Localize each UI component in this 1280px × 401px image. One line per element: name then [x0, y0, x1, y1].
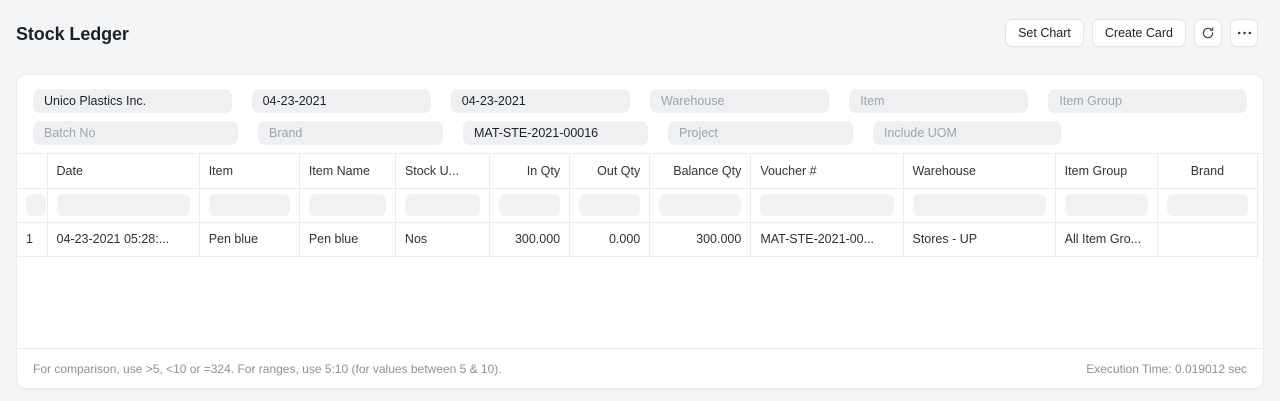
- page-title: Stock Ledger: [16, 23, 129, 44]
- column-filter-stock-uom[interactable]: [404, 194, 481, 216]
- column-filter-out-qty[interactable]: [579, 194, 641, 216]
- set-chart-button[interactable]: Set Chart: [1005, 19, 1084, 47]
- col-header-date[interactable]: Date: [47, 154, 200, 189]
- cell-date[interactable]: 04-23-2021 05:28:...: [47, 222, 200, 257]
- filter-cell-stock-uom: [395, 188, 491, 223]
- filter-cell-voucher-no: [750, 188, 904, 223]
- col-header-voucher-no[interactable]: Voucher #: [750, 154, 904, 189]
- column-filter-brand[interactable]: [1166, 194, 1248, 216]
- results-table: Date Item Item Name Stock U... In Qty Ou…: [17, 154, 1259, 257]
- card-footer: For comparison, use >5, <10 or =324. For…: [17, 348, 1263, 388]
- filter-company: Unico Plastics Inc.: [33, 89, 252, 113]
- col-header-stock-uom[interactable]: Stock U...: [395, 154, 491, 189]
- filter-cell-out-qty: [569, 188, 651, 223]
- batch-no-filter[interactable]: Batch No: [33, 121, 238, 145]
- brand-filter[interactable]: Brand: [258, 121, 443, 145]
- create-card-button[interactable]: Create Card: [1091, 19, 1186, 47]
- cell-in-qty[interactable]: 300.000: [489, 222, 571, 257]
- col-header-item[interactable]: Item: [199, 154, 300, 189]
- filter-cell-item-name: [299, 188, 396, 223]
- filter-to-date: 04-23-2021: [450, 89, 650, 113]
- filter-cell-in-qty: [489, 188, 571, 223]
- include-uom-filter[interactable]: Include UOM: [873, 121, 1061, 145]
- filter-cell-balance-qty: [649, 188, 752, 223]
- filter-cell-date: [47, 188, 200, 223]
- report-card: Unico Plastics Inc. 04-23-2021 04-23-202…: [16, 74, 1264, 389]
- table-row[interactable]: 1 04-23-2021 05:28:... Pen blue Pen blue…: [17, 222, 1259, 257]
- row-index-header: [17, 154, 48, 189]
- cell-item[interactable]: Pen blue: [199, 222, 300, 257]
- filter-row-1: Unico Plastics Inc. 04-23-2021 04-23-202…: [17, 89, 1263, 113]
- filter-batch-no: Batch No: [33, 121, 258, 145]
- column-filter-warehouse[interactable]: [912, 194, 1046, 216]
- filter-warehouse: Warehouse: [649, 89, 849, 113]
- filter-area: Unico Plastics Inc. 04-23-2021 04-23-202…: [17, 75, 1263, 145]
- filter-item-group: Item Group: [1048, 89, 1247, 113]
- voucher-no-filter[interactable]: MAT-STE-2021-00016: [463, 121, 648, 145]
- filter-voucher-no: MAT-STE-2021-00016: [463, 121, 668, 145]
- filter-project: Project: [668, 121, 873, 145]
- table-filter-row: [17, 188, 1259, 223]
- cell-item-group[interactable]: All Item Gro...: [1055, 222, 1158, 257]
- column-filter-date[interactable]: [56, 194, 190, 216]
- filter-include-uom: Include UOM: [873, 121, 1061, 145]
- item-filter[interactable]: Item: [849, 89, 1029, 113]
- column-filter-in-qty[interactable]: [499, 194, 561, 216]
- col-header-brand[interactable]: Brand: [1157, 154, 1259, 189]
- table-header: Date Item Item Name Stock U... In Qty Ou…: [17, 154, 1259, 189]
- col-header-item-name[interactable]: Item Name: [299, 154, 396, 189]
- column-filter-item[interactable]: [208, 194, 290, 216]
- column-filter-item-group[interactable]: [1064, 194, 1148, 216]
- filter-from-date: 04-23-2021: [251, 89, 451, 113]
- cell-voucher-no[interactable]: MAT-STE-2021-00...: [750, 222, 904, 257]
- cell-warehouse[interactable]: Stores - UP: [903, 222, 1056, 257]
- cell-balance-qty[interactable]: 300.000: [649, 222, 752, 257]
- filter-brand: Brand: [258, 121, 463, 145]
- col-header-warehouse[interactable]: Warehouse: [903, 154, 1056, 189]
- col-header-item-group[interactable]: Item Group: [1055, 154, 1158, 189]
- column-filter-item-name[interactable]: [308, 194, 386, 216]
- select-all-placeholder[interactable]: [26, 194, 46, 216]
- filter-cell-item: [199, 188, 300, 223]
- refresh-button[interactable]: [1194, 19, 1222, 47]
- column-filter-voucher-no[interactable]: [760, 194, 894, 216]
- cell-stock-uom[interactable]: Nos: [395, 222, 491, 257]
- company-filter[interactable]: Unico Plastics Inc.: [33, 89, 232, 113]
- column-filter-balance-qty[interactable]: [659, 194, 742, 216]
- to-date-filter[interactable]: 04-23-2021: [450, 89, 630, 113]
- col-header-out-qty[interactable]: Out Qty: [569, 154, 651, 189]
- refresh-icon: [1201, 26, 1215, 40]
- cell-out-qty[interactable]: 0.000: [569, 222, 651, 257]
- col-header-balance-qty[interactable]: Balance Qty: [649, 154, 752, 189]
- row-index: 1: [17, 222, 48, 257]
- filter-cell-brand: [1157, 188, 1259, 223]
- cell-item-name[interactable]: Pen blue: [299, 222, 396, 257]
- results-table-wrapper[interactable]: Date Item Item Name Stock U... In Qty Ou…: [17, 153, 1263, 333]
- col-header-in-qty[interactable]: In Qty: [489, 154, 571, 189]
- more-options-button[interactable]: [1230, 19, 1258, 47]
- item-group-filter[interactable]: Item Group: [1048, 89, 1247, 113]
- warehouse-filter[interactable]: Warehouse: [649, 89, 830, 113]
- execution-time: Execution Time: 0.019012 sec: [1086, 361, 1247, 376]
- ellipsis-icon: [1237, 30, 1252, 36]
- filter-item: Item: [849, 89, 1048, 113]
- cell-brand[interactable]: [1157, 222, 1259, 257]
- table-header-row: Date Item Item Name Stock U... In Qty Ou…: [17, 154, 1259, 189]
- table-body: 1 04-23-2021 05:28:... Pen blue Pen blue…: [17, 188, 1259, 257]
- from-date-filter[interactable]: 04-23-2021: [251, 89, 431, 113]
- row-index-filter-cell: [17, 188, 48, 223]
- filter-cell-warehouse: [903, 188, 1056, 223]
- filter-row-2: Batch No Brand MAT-STE-2021-00016 Projec…: [17, 121, 1263, 145]
- project-filter[interactable]: Project: [668, 121, 853, 145]
- header-actions: Set Chart Create Card: [1005, 19, 1258, 47]
- filter-cell-item-group: [1055, 188, 1158, 223]
- page-header: Stock Ledger Set Chart Create Card: [0, 0, 1280, 66]
- filter-hint-text: For comparison, use >5, <10 or =324. For…: [33, 361, 502, 376]
